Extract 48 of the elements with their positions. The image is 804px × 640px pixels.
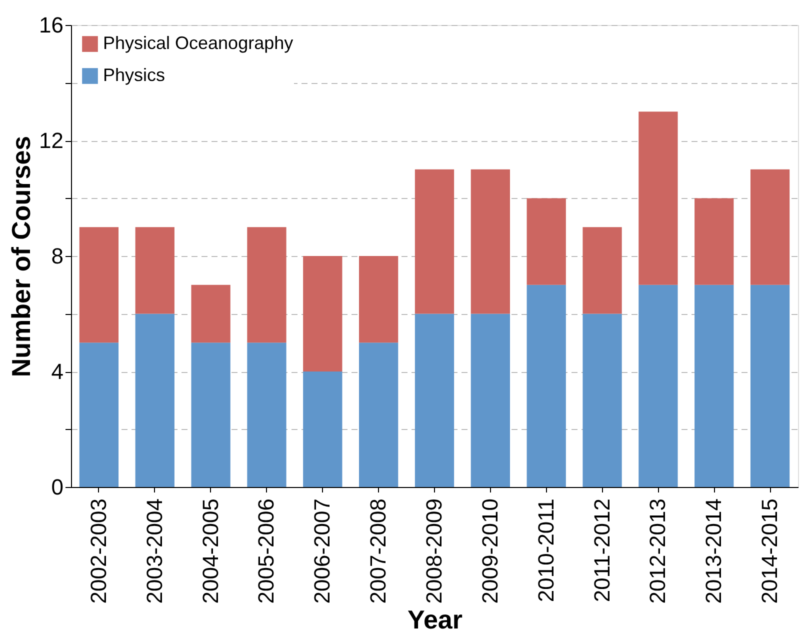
y-tick-label: 8: [51, 244, 64, 268]
bar: [470, 169, 510, 314]
x-axis-title: Year: [408, 604, 462, 635]
x-tick-label: 2008-2009: [422, 498, 446, 604]
x-tick-label: 2006-2007: [310, 498, 335, 604]
x-tick-label: 2003-2004: [142, 498, 167, 604]
x-tick-label: 2002-2003: [86, 498, 111, 604]
bar: [750, 169, 790, 285]
bar: [638, 284, 678, 487]
bar: [191, 284, 230, 343]
bar: [526, 198, 566, 285]
bar: [247, 342, 286, 487]
y-tick-label: 0: [51, 474, 64, 500]
bar: [638, 112, 678, 285]
x-tick-label: 2007-2008: [366, 498, 391, 604]
x-tick-label: 2014-2015: [757, 498, 782, 604]
y-tick-label: 16: [39, 12, 64, 38]
x-tick-label: 2004-2005: [198, 498, 223, 604]
bar: [359, 256, 398, 343]
y-tick-label: 4: [51, 359, 64, 384]
bar: [135, 227, 174, 314]
x-tick-label: 2013-2014: [701, 498, 726, 604]
x-tick-label: 2005-2006: [254, 498, 279, 604]
x-tick-label: 2011-2012: [589, 498, 614, 602]
bar: [191, 342, 230, 487]
bar: [79, 227, 119, 343]
y-axis-title: Number of Courses: [6, 136, 36, 378]
bar: [526, 284, 566, 487]
bar: [247, 227, 286, 343]
legend-label: Physics: [103, 65, 166, 85]
bar: [414, 169, 454, 314]
bar: [414, 314, 454, 487]
bar: [303, 256, 342, 372]
bar: [79, 342, 119, 487]
bar: [582, 227, 622, 314]
bar: [694, 198, 734, 285]
x-tick-label: 2012-2013: [645, 498, 670, 604]
bar: [359, 342, 398, 487]
legend-label: Physical Oceanography: [103, 33, 294, 53]
y-tick-label: 12: [39, 128, 64, 153]
bar: [750, 284, 790, 487]
bar: [470, 314, 510, 487]
x-tick-label: 2009-2010: [477, 498, 502, 604]
x-tick-label: 2010-2011: [533, 498, 558, 602]
bar: [694, 284, 734, 487]
bar: [303, 372, 342, 487]
bar: [582, 314, 622, 487]
bar: [135, 314, 174, 487]
